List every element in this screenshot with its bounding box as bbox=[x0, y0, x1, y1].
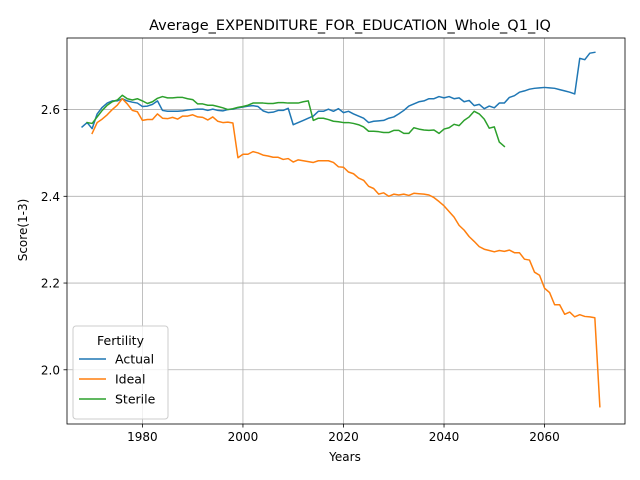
legend-box bbox=[72, 325, 169, 420]
series-line-sterile bbox=[86, 94, 506, 148]
y-tick-label: 2.4 bbox=[41, 190, 60, 204]
series-line-ideal bbox=[91, 97, 601, 408]
legend-title: Fertility bbox=[97, 333, 145, 348]
x-tick-label: 2020 bbox=[328, 430, 359, 444]
x-tick-label: 2000 bbox=[228, 430, 259, 444]
legend-label-sterile: Sterile bbox=[115, 392, 156, 407]
x-axis-ticks: 1980 2000 2020 2040 2060 bbox=[127, 424, 560, 444]
legend-label-actual: Actual bbox=[115, 352, 154, 367]
y-tick-label: 2.6 bbox=[41, 103, 60, 117]
x-tick-label: 1980 bbox=[127, 430, 158, 444]
y-tick-label: 2.0 bbox=[41, 363, 60, 377]
x-tick-label: 2060 bbox=[529, 430, 560, 444]
y-axis-label: Score(1-3) bbox=[16, 199, 30, 262]
legend-entries: Actual Ideal Sterile bbox=[79, 352, 156, 407]
chart-title: Average_EXPENDITURE_FOR_EDUCATION_Whole_… bbox=[149, 18, 551, 34]
series-line-actual bbox=[81, 51, 596, 130]
plot-frame bbox=[66, 37, 626, 425]
y-tick-label: 2.2 bbox=[41, 277, 60, 291]
series-layer bbox=[81, 51, 601, 408]
legend: Fertility Actual Ideal Sterile bbox=[72, 325, 169, 420]
x-tick-label: 2040 bbox=[429, 430, 460, 444]
legend-label-ideal: Ideal bbox=[115, 372, 145, 387]
y-axis-ticks: 2.0 2.2 2.4 2.6 bbox=[41, 103, 67, 377]
x-axis-label: Years bbox=[328, 450, 361, 464]
